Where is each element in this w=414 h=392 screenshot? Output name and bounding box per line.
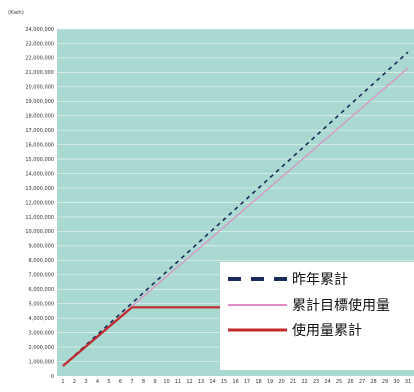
- x-tick-label: 21: [290, 379, 296, 385]
- x-tick-label: 31: [405, 379, 411, 385]
- x-tick-label: 11: [175, 379, 181, 385]
- x-tick-label: 14: [209, 379, 215, 385]
- legend-label-target: 累計目標使用量: [292, 297, 390, 314]
- y-tick-label: 22,000,000: [25, 56, 54, 62]
- y-tick-label: 14,000,000: [25, 171, 54, 177]
- y-tick-label: 2,000,000: [29, 345, 54, 351]
- y-tick-label: 6,000,000: [29, 287, 54, 293]
- y-tick-label: 17,000,000: [25, 128, 54, 134]
- y-tick-label: 0: [51, 374, 54, 380]
- y-tick-label: 15,000,000: [25, 157, 54, 163]
- x-tick-label: 1: [61, 379, 64, 385]
- series-line-last-year: [62, 51, 409, 367]
- x-tick-label: 20: [278, 379, 284, 385]
- x-tick-label: 30: [393, 379, 399, 385]
- y-tick-label: 4,000,000: [29, 316, 54, 322]
- x-tick-label: 24: [324, 379, 330, 385]
- legend-label-usage: 使用量累計: [292, 322, 362, 339]
- x-tick-label: 18: [255, 379, 261, 385]
- x-tick-label: 22: [301, 379, 307, 385]
- x-tick-label: 12: [186, 379, 192, 385]
- x-tick-label: 23: [313, 379, 319, 385]
- x-tick-label: 19: [267, 379, 273, 385]
- y-tick-label: 10,000,000: [25, 229, 54, 235]
- y-tick-label: 13,000,000: [25, 186, 54, 192]
- y-tick-label: 1,000,000: [29, 359, 54, 365]
- y-tick-label: 21,000,000: [25, 70, 54, 76]
- x-tick-label: 5: [107, 379, 110, 385]
- x-tick-label: 15: [221, 379, 227, 385]
- y-tick-label: 23,000,000: [25, 41, 54, 47]
- x-tick-label: 26: [347, 379, 353, 385]
- x-tick-label: 13: [198, 379, 204, 385]
- x-tick-label: 25: [336, 379, 342, 385]
- legend-label-last-year: 昨年累計: [292, 272, 348, 288]
- x-tick-label: 27: [359, 379, 365, 385]
- y-tick-label: 11,000,000: [25, 215, 54, 221]
- y-tick-labels: 0 1,000,000 2,000,000 3,000,000 4,000,000 5,0…: [25, 27, 54, 380]
- y-tick-label: 19,000,000: [25, 99, 54, 105]
- x-tick-label: 9: [153, 379, 156, 385]
- x-tick-label: 4: [96, 379, 99, 385]
- y-unit-label: (Kwh): [8, 10, 24, 16]
- x-tick-label: 29: [382, 379, 388, 385]
- x-tick-labels: 1 2 3 4 5 6 7 8 9 10 11 12 13 14 15 16 17 18 19 20 21 22 23 24 2…: [61, 379, 411, 385]
- y-tick-label: 7,000,000: [29, 273, 54, 279]
- y-tick-label: 9,000,000: [29, 244, 54, 250]
- y-tick-label: 18,000,000: [25, 114, 54, 120]
- x-tick-label: 6: [119, 379, 122, 385]
- y-tick-label: 24,000,000: [25, 27, 54, 33]
- x-tick-label: 28: [370, 379, 376, 385]
- legend: 昨年累計 累計目標使用量 使用量累計: [220, 262, 414, 370]
- x-tick-label: 10: [163, 379, 169, 385]
- y-tick-label: 16,000,000: [25, 142, 54, 148]
- y-tick-label: 5,000,000: [29, 302, 54, 308]
- y-tick-label: 20,000,000: [25, 85, 54, 91]
- x-tick-label: 8: [142, 379, 145, 385]
- y-tick-label: 12,000,000: [25, 200, 54, 206]
- x-tick-label: 3: [84, 379, 87, 385]
- x-tick-label: 17: [244, 379, 250, 385]
- x-tick-label: 2: [73, 379, 76, 385]
- y-tick-label: 8,000,000: [29, 258, 54, 264]
- x-tick-label: 7: [130, 379, 133, 385]
- y-tick-label: 3,000,000: [29, 330, 54, 336]
- x-tick-label: 16: [232, 379, 238, 385]
